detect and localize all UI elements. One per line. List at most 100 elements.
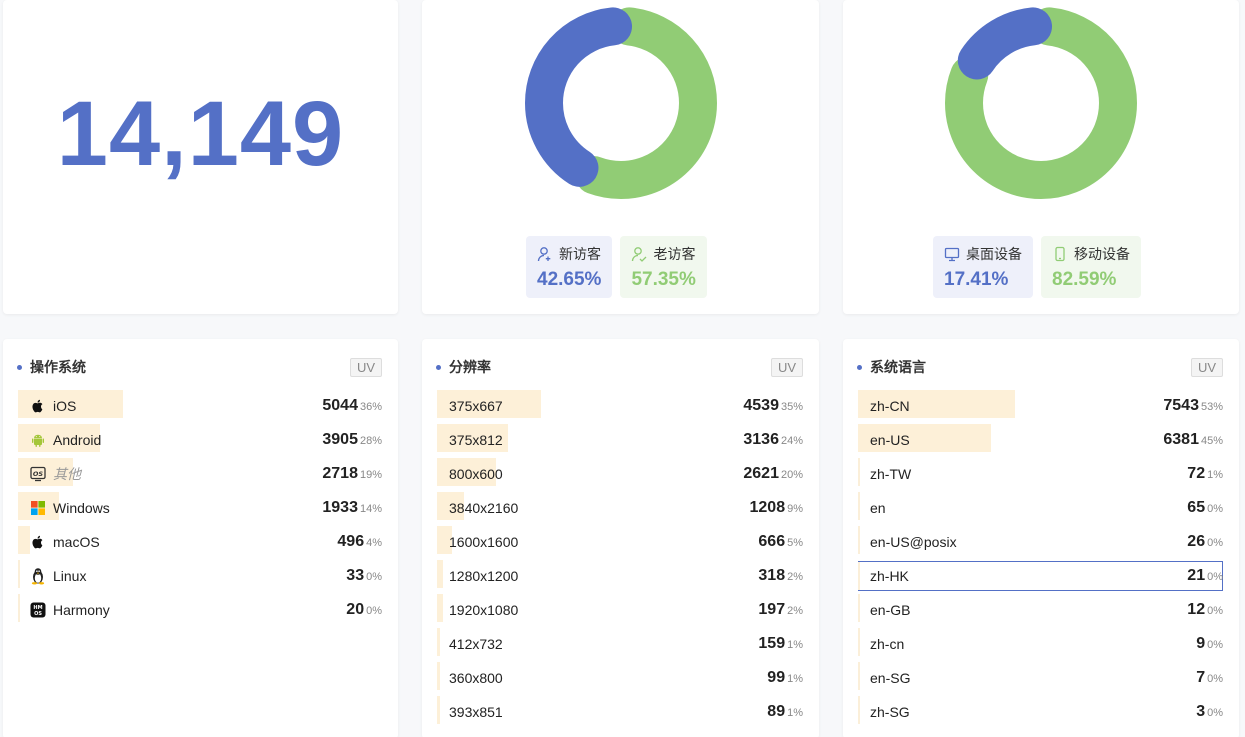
- item-label: HM OS Harmony: [18, 602, 110, 618]
- item-label: en-US@posix: [858, 534, 957, 550]
- item-count: 26: [1187, 533, 1206, 550]
- list-item[interactable]: 393x851 89 1%: [437, 695, 803, 729]
- apple-icon: [30, 534, 46, 550]
- share-bar: [858, 594, 860, 622]
- legend-desktop-label: 桌面设备: [966, 246, 1022, 262]
- list-item[interactable]: 412x732 159 1%: [437, 627, 803, 661]
- list-item[interactable]: 360x800 99 1%: [437, 661, 803, 695]
- item-percent: 2%: [787, 571, 803, 583]
- item-label: zh-TW: [858, 466, 911, 482]
- item-label: zh-CN: [858, 398, 910, 414]
- legend-mobile[interactable]: 移动设备 82.59%: [1041, 236, 1141, 298]
- list-item[interactable]: zh-TW 72 1%: [858, 457, 1223, 491]
- legend-old-visitor[interactable]: 老访客 57.35%: [620, 236, 707, 298]
- list-item[interactable]: macOS 496 4%: [18, 525, 382, 559]
- item-label: macOS: [18, 534, 100, 550]
- title-dot-icon: [857, 364, 862, 370]
- item-label-text: 375x812: [449, 432, 503, 448]
- item-label-text: zh-SG: [870, 704, 910, 720]
- item-values: 3136 24%: [743, 431, 803, 449]
- item-percent: 36%: [359, 401, 382, 413]
- item-values: 21 0%: [1187, 567, 1223, 585]
- legend-new-visitor[interactable]: 新访客 42.65%: [526, 236, 613, 298]
- legend-desktop[interactable]: 桌面设备 17.41%: [933, 236, 1033, 298]
- item-label: Android: [18, 432, 101, 448]
- donut-slice-new-visitor[interactable]: [525, 7, 717, 199]
- list-item[interactable]: zh-HK 21 0%: [858, 561, 1223, 591]
- list-item[interactable]: 375x812 3136 24%: [437, 423, 803, 457]
- item-label: en-US: [858, 432, 910, 448]
- list-item[interactable]: en 65 0%: [858, 491, 1223, 525]
- item-values: 7543 53%: [1163, 397, 1223, 415]
- list-item[interactable]: 1280x1200 318 2%: [437, 559, 803, 593]
- item-label-text: Linux: [53, 568, 87, 584]
- share-bar: [18, 458, 74, 486]
- item-label-text: 1600x1600: [449, 534, 519, 550]
- item-label: Linux: [18, 568, 87, 585]
- item-count: 3136: [743, 431, 779, 448]
- item-count: 2718: [322, 465, 358, 482]
- item-values: 3 0%: [1196, 703, 1223, 721]
- share-bar: [858, 458, 860, 486]
- item-values: 9 0%: [1196, 635, 1223, 653]
- language-panel: 系统语言 UV zh-CN 7543 53% en-US 6381 45% zh-TW 72 1…: [843, 339, 1239, 737]
- item-percent: 0%: [1207, 537, 1223, 549]
- language-uv-tag[interactable]: UV: [1190, 357, 1223, 377]
- list-item[interactable]: en-US@posix 26 0%: [858, 525, 1223, 559]
- resolution-title-text: 分辨率: [449, 359, 491, 375]
- list-item[interactable]: zh-SG 3 0%: [858, 695, 1223, 729]
- list-item[interactable]: zh-CN 7543 53%: [858, 389, 1223, 423]
- item-count: 20: [346, 601, 365, 618]
- list-item[interactable]: 3840x2160 1208 9%: [437, 491, 803, 525]
- os-uv-tag[interactable]: UV: [349, 357, 382, 377]
- list-item[interactable]: 1600x1600 666 5%: [437, 525, 803, 559]
- share-bar: [18, 424, 100, 452]
- legend-new-label: 新访客: [559, 246, 601, 262]
- list-item[interactable]: Windows 1933 14%: [18, 491, 382, 525]
- item-count: 2621: [743, 465, 779, 482]
- legend-mobile-value: 82.59%: [1052, 269, 1117, 290]
- item-label-text: 375x667: [449, 398, 503, 414]
- list-item[interactable]: en-SG 7 0%: [858, 661, 1223, 695]
- item-values: 159 1%: [758, 635, 803, 653]
- item-count: 65: [1187, 499, 1206, 516]
- item-label-text: en-GB: [870, 602, 911, 618]
- item-values: 1933 14%: [322, 499, 382, 517]
- share-bar: [858, 424, 992, 452]
- item-label-text: 1280x1200: [449, 568, 519, 584]
- item-label-text: en-US: [870, 432, 910, 448]
- list-item[interactable]: OS 其他 2718 19%: [18, 457, 382, 491]
- device-donut-chart[interactable]: [944, 6, 1138, 200]
- list-item[interactable]: Android 3905 28%: [18, 423, 382, 457]
- visitor-donut-chart[interactable]: [524, 6, 718, 200]
- os-panel: 操作系统 UV iOS 5044 36% Android 3905 28% OS 其他 2718…: [3, 339, 398, 737]
- item-label: 375x812: [437, 432, 503, 448]
- list-item[interactable]: 375x667 4539 35%: [437, 389, 803, 423]
- item-count: 7543: [1163, 397, 1199, 414]
- list-item[interactable]: HM OS Harmony 20 0%: [18, 593, 382, 627]
- list-item[interactable]: iOS 5044 36%: [18, 389, 382, 423]
- item-label-text: Harmony: [53, 602, 110, 618]
- list-item[interactable]: 1920x1080 197 2%: [437, 593, 803, 627]
- item-count: 159: [758, 635, 786, 652]
- item-percent: 1%: [787, 639, 803, 651]
- visitor-legend: 新访客 42.65% 老访客 57.35%: [526, 236, 707, 298]
- os-panel-title: 操作系统: [17, 357, 86, 377]
- item-percent: 0%: [1207, 639, 1223, 651]
- list-item[interactable]: zh-cn 9 0%: [858, 627, 1223, 661]
- svg-text:OS: OS: [34, 611, 42, 617]
- os-title-text: 操作系统: [30, 359, 86, 375]
- list-item[interactable]: 800x600 2621 20%: [437, 457, 803, 491]
- share-bar: [18, 594, 20, 622]
- resolution-uv-tag[interactable]: UV: [770, 357, 803, 377]
- item-count: 89: [767, 703, 786, 720]
- donut-slice-desktop[interactable]: [945, 7, 1137, 199]
- item-percent: 24%: [780, 435, 803, 447]
- item-percent: 0%: [1207, 605, 1223, 617]
- list-item[interactable]: Linux 33 0%: [18, 559, 382, 593]
- share-bar: [858, 696, 860, 724]
- share-bar: [858, 662, 860, 690]
- list-item[interactable]: en-GB 12 0%: [858, 593, 1223, 627]
- list-item[interactable]: en-US 6381 45%: [858, 423, 1223, 457]
- item-label-text: Windows: [53, 500, 110, 516]
